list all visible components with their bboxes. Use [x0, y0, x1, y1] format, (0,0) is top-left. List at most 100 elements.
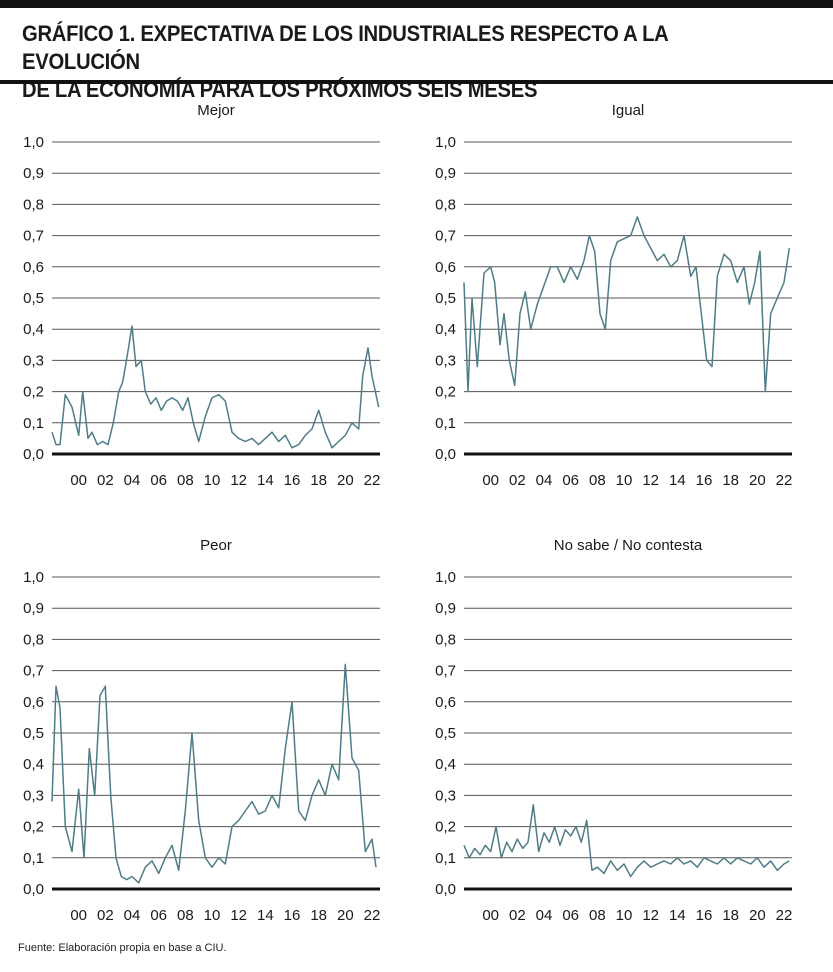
x-tick-label: 12	[230, 472, 247, 489]
y-tick-label: 0,2	[23, 384, 44, 401]
x-tick-label: 22	[364, 472, 381, 489]
x-tick-label: 12	[642, 907, 659, 924]
x-tick-label: 22	[364, 907, 381, 924]
x-tick-label: 10	[204, 472, 221, 489]
y-tick-label: 0,7	[435, 228, 456, 245]
series-line	[51, 325, 380, 449]
x-tick-label: 08	[177, 907, 194, 924]
y-tick-label: 0,3	[23, 787, 44, 804]
y-tick-label: 0,3	[435, 352, 456, 369]
y-tick-label: 0,7	[435, 663, 456, 680]
x-tick-label: 06	[562, 907, 579, 924]
y-tick-label: 0,0	[435, 881, 456, 898]
y-tick-label: 0,6	[435, 259, 456, 276]
panel-title: Igual	[612, 102, 645, 119]
series-line	[51, 663, 377, 884]
y-tick-label: 0,2	[435, 819, 456, 836]
y-tick-label: 0,5	[435, 725, 456, 742]
y-tick-label: 0,0	[435, 446, 456, 463]
x-tick-label: 18	[310, 907, 327, 924]
y-tick-label: 0,5	[23, 725, 44, 742]
top-bar	[0, 0, 833, 8]
y-tick-label: 1,0	[23, 134, 44, 151]
y-tick-label: 0,1	[435, 415, 456, 432]
x-tick-label: 20	[337, 907, 354, 924]
title-line-1: GRÁFICO 1. EXPECTATIVA DE LOS INDUSTRIAL…	[22, 21, 668, 74]
x-tick-label: 02	[509, 472, 526, 489]
chart-title: GRÁFICO 1. EXPECTATIVA DE LOS INDUSTRIAL…	[22, 20, 749, 104]
x-tick-label: 00	[482, 472, 499, 489]
x-tick-label: 02	[97, 907, 114, 924]
y-tick-label: 0,5	[435, 290, 456, 307]
y-tick-label: 0,2	[23, 819, 44, 836]
panel-no-sabe: No sabe / No contesta 0,0 0,1 0,2 0,3 0,4 0,5 0…	[435, 537, 793, 924]
series-line	[463, 216, 791, 393]
x-tick-label: 04	[536, 907, 553, 924]
y-tick-label: 0,3	[23, 352, 44, 369]
y-tick-label: 0,2	[435, 384, 456, 401]
y-tick-label: 0,1	[23, 850, 44, 867]
x-tick-label: 08	[589, 472, 606, 489]
x-tick-label: 22	[776, 472, 793, 489]
x-tick-label: 14	[669, 907, 686, 924]
x-tick-label: 06	[150, 907, 167, 924]
x-tick-label: 22	[776, 907, 793, 924]
x-tick-label: 10	[616, 907, 633, 924]
x-tick-label: 08	[177, 472, 194, 489]
x-tick-label: 04	[536, 472, 553, 489]
y-tick-label: 0,9	[435, 165, 456, 182]
x-tick-label: 14	[257, 907, 274, 924]
y-tick-label: 0,6	[23, 694, 44, 711]
panel-igual: Igual 0,0 0,1 0,2 0,3 0,4 0,5 0,6 0,7 0,8 0,9 1,0 00…	[435, 102, 793, 489]
x-tick-label: 14	[257, 472, 274, 489]
x-tick-label: 10	[616, 472, 633, 489]
y-tick-label: 1,0	[435, 569, 456, 586]
x-tick-label: 18	[722, 907, 739, 924]
y-tick-label: 1,0	[23, 569, 44, 586]
title-rule	[0, 80, 833, 84]
series-line	[463, 804, 790, 878]
y-tick-label: 0,8	[435, 631, 456, 648]
x-tick-label: 10	[204, 907, 221, 924]
panel-peor: Peor 0,0 0,1 0,2 0,3 0,4 0,5 0,6 0,7 0,8 0,9 1,0 00 0…	[23, 537, 381, 924]
x-tick-label: 06	[562, 472, 579, 489]
x-tick-label: 04	[124, 472, 141, 489]
y-tick-label: 0,4	[23, 756, 44, 773]
x-tick-label: 08	[589, 907, 606, 924]
x-tick-label: 12	[230, 907, 247, 924]
y-tick-label: 0,8	[435, 196, 456, 213]
panel-mejor: Mejor 0,0 0,1 0,2 0,3 0,4 0,5 0,6 0,7 0,8 0,9 1,0 00…	[23, 102, 381, 489]
x-tick-label: 20	[749, 472, 766, 489]
x-tick-label: 04	[124, 907, 141, 924]
x-tick-label: 02	[509, 907, 526, 924]
x-tick-label: 12	[642, 472, 659, 489]
y-tick-label: 0,4	[435, 321, 456, 338]
x-tick-label: 16	[284, 472, 301, 489]
x-tick-label: 20	[337, 472, 354, 489]
y-tick-label: 0,3	[435, 787, 456, 804]
x-tick-label: 06	[150, 472, 167, 489]
x-tick-label: 16	[696, 472, 713, 489]
y-tick-label: 1,0	[435, 134, 456, 151]
y-tick-label: 0,6	[435, 694, 456, 711]
x-tick-label: 00	[70, 472, 87, 489]
y-tick-label: 0,7	[23, 663, 44, 680]
y-tick-label: 0,9	[435, 600, 456, 617]
x-tick-label: 00	[482, 907, 499, 924]
y-tick-label: 0,8	[23, 631, 44, 648]
x-tick-label: 16	[696, 907, 713, 924]
y-tick-label: 0,9	[23, 600, 44, 617]
y-tick-label: 0,0	[23, 881, 44, 898]
source-note: Fuente: Elaboración propia en base a CIU…	[18, 942, 227, 954]
y-tick-label: 0,8	[23, 196, 44, 213]
x-tick-label: 14	[669, 472, 686, 489]
panel-title: Mejor	[197, 102, 235, 119]
y-tick-label: 0,9	[23, 165, 44, 182]
x-tick-label: 00	[70, 907, 87, 924]
y-tick-label: 0,4	[435, 756, 456, 773]
y-tick-label: 0,5	[23, 290, 44, 307]
y-tick-label: 0,7	[23, 228, 44, 245]
y-tick-label: 0,1	[23, 415, 44, 432]
x-tick-label: 18	[310, 472, 327, 489]
panel-title: Peor	[200, 537, 232, 554]
